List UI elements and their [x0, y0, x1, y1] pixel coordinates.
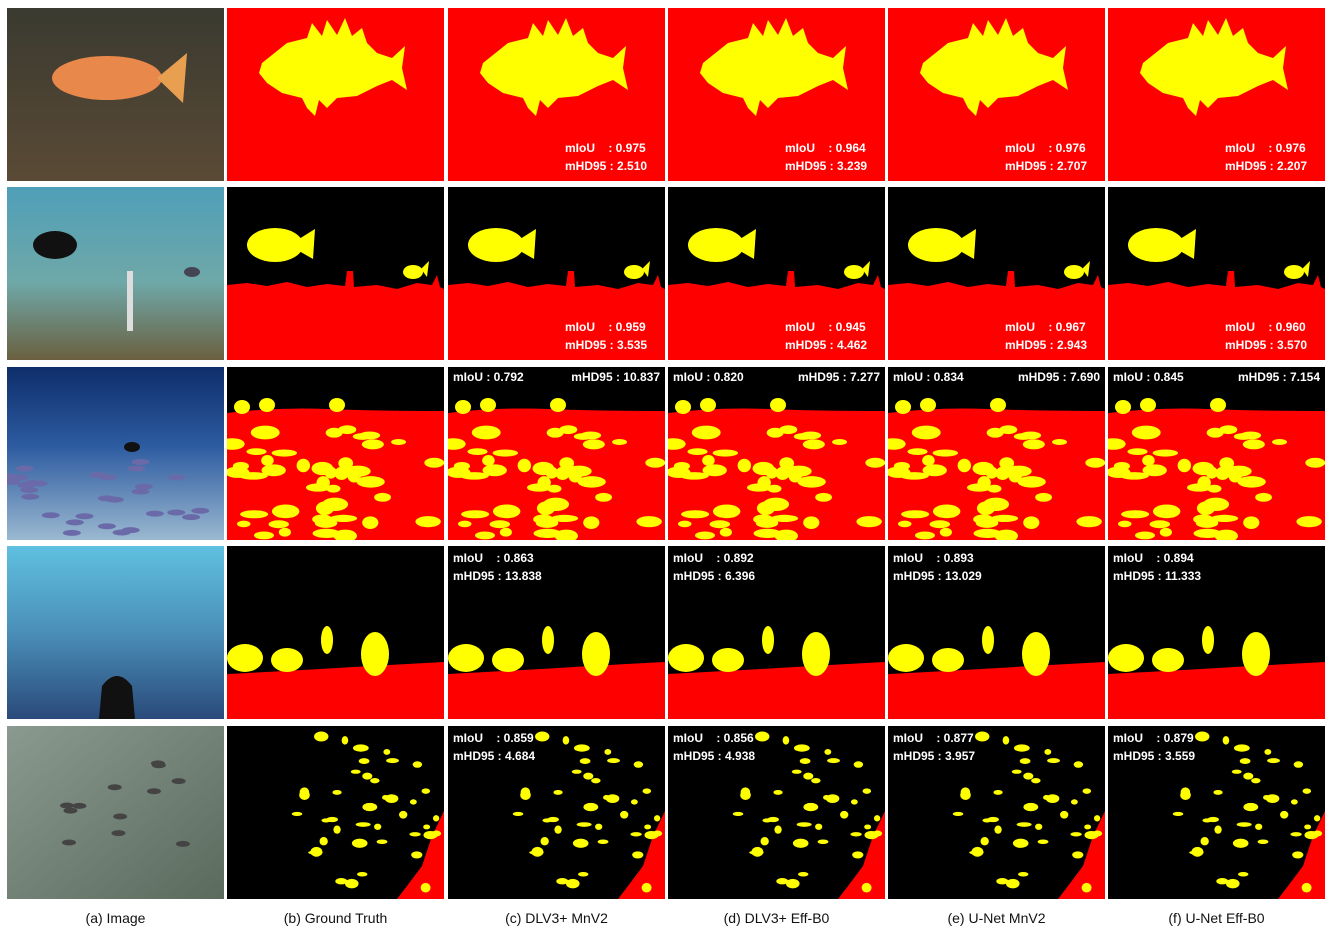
miou-label: mIoU : 0.964 [785, 141, 866, 155]
segmentation-mask [1108, 187, 1325, 360]
segmentation-mask [448, 8, 665, 181]
miou-label: mIoU : 0.863 [453, 551, 534, 565]
mhd95-label: mHD95 : 3.535 [565, 338, 647, 352]
mhd95-label: mHD95 : 6.396 [673, 569, 755, 583]
mhd95-label: mHD95 : 3.559 [1113, 749, 1195, 763]
photo [7, 187, 224, 360]
segmentation-mask [220, 367, 444, 542]
miou-label: mIoU : 0.976 [1005, 141, 1086, 155]
segmentation-mask [881, 367, 1105, 542]
miou-label: mIoU : 0.892 [673, 551, 754, 565]
photo [7, 726, 224, 899]
mhd95-label: mHD95 : 4.938 [673, 749, 755, 763]
column-label: (c) DLV3+ MnV2 [505, 910, 608, 926]
column-label: (a) Image [86, 910, 146, 926]
segmentation-mask [668, 8, 885, 181]
miou-label: mIoU : 0.975 [565, 141, 646, 155]
miou-label: mIoU : 0.894 [1113, 551, 1194, 565]
mhd95-label: mHD95 : 7.277 [798, 370, 880, 384]
miou-label: mIoU : 0.859 [453, 731, 534, 745]
miou-label: mIoU : 0.945 [785, 320, 866, 334]
mhd95-label: mHD95 : 13.029 [893, 569, 982, 583]
figure: mIoU : 0.975 mHD95 : 2.510 mIoU : 0.964 mHD… [0, 0, 1333, 932]
segmentation-mask [227, 187, 444, 360]
mhd95-label: mHD95 : 13.838 [453, 569, 542, 583]
mhd95-label: mHD95 : 10.837 [571, 370, 660, 384]
segmentation-mask [227, 546, 444, 719]
miou-label: mIoU : 0.856 [673, 731, 754, 745]
mhd95-label: mHD95 : 11.333 [1113, 569, 1201, 583]
column-label: (f) U-Net Eff-B0 [1168, 910, 1264, 926]
segmentation-mask [661, 367, 885, 542]
miou-label: mIoU : 0.960 [1225, 320, 1306, 334]
column-label: (b) Ground Truth [284, 910, 388, 926]
segmentation-mask [1101, 367, 1325, 542]
mhd95-label: mHD95 : 3.570 [1225, 338, 1307, 352]
column-label: (e) U-Net MnV2 [947, 910, 1045, 926]
miou-label: mIoU : 0.959 [565, 320, 646, 334]
mhd95-label: mHD95 : 4.684 [453, 749, 535, 763]
miou-label: mIoU : 0.976 [1225, 141, 1306, 155]
photo [1, 367, 224, 540]
mhd95-label: mHD95 : 4.462 [785, 338, 867, 352]
mhd95-label: mHD95 : 3.239 [785, 159, 867, 173]
miou-label: mIoU : 0.893 [893, 551, 974, 565]
miou-label: mIoU : 0.879 [1113, 731, 1194, 745]
miou-label: mIoU : 0.820 [673, 370, 744, 384]
photo [7, 8, 224, 181]
segmentation-mask [888, 8, 1105, 181]
miou-label: mIoU : 0.877 [893, 731, 974, 745]
mhd95-label: mHD95 : 2.207 [1225, 159, 1307, 173]
miou-label: mIoU : 0.792 [453, 370, 524, 384]
column-label: (d) DLV3+ Eff-B0 [724, 910, 830, 926]
mhd95-label: mHD95 : 2.510 [565, 159, 647, 173]
mhd95-label: mHD95 : 7.690 [1018, 370, 1100, 384]
mhd95-label: mHD95 : 7.154 [1238, 370, 1320, 384]
segmentation-mask [668, 187, 885, 360]
miou-label: mIoU : 0.834 [893, 370, 964, 384]
segmentation-mask [888, 187, 1105, 360]
mhd95-label: mHD95 : 3.957 [893, 749, 975, 763]
mhd95-label: mHD95 : 2.707 [1005, 159, 1087, 173]
segmentation-mask [448, 187, 665, 360]
segmentation-mask [441, 367, 665, 542]
segmentation-mask [227, 8, 444, 181]
segmentation-mask [1108, 8, 1325, 181]
photo [7, 546, 224, 719]
segmentation-mask [227, 726, 444, 899]
miou-label: mIoU : 0.967 [1005, 320, 1086, 334]
mhd95-label: mHD95 : 2.943 [1005, 338, 1087, 352]
miou-label: mIoU : 0.845 [1113, 370, 1184, 384]
